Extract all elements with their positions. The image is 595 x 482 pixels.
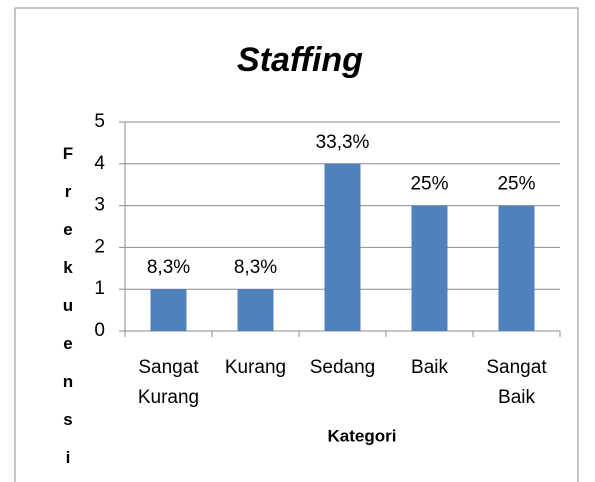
y-tick-label: 2 — [94, 236, 105, 257]
data-label: 8,3% — [234, 257, 277, 278]
y-tick-label: 4 — [94, 153, 105, 174]
bar — [498, 205, 535, 331]
x-tick-label: Kurang — [225, 357, 286, 378]
y-tick-label: 0 — [94, 320, 105, 341]
bar — [324, 163, 361, 331]
chart-frame — [14, 7, 579, 482]
x-axis-label: Kategori — [328, 426, 397, 445]
y-tick-label: 3 — [94, 195, 105, 216]
y-tick-label: 5 — [94, 111, 105, 132]
data-label: 8,3% — [147, 257, 190, 278]
data-label: 25% — [497, 174, 535, 195]
bar — [237, 289, 274, 331]
data-label: 33,3% — [316, 132, 370, 153]
bar — [150, 289, 187, 331]
x-tick-label: Baik — [411, 357, 448, 378]
y-tick-label: 1 — [94, 278, 105, 299]
x-tick-label: Sangat Baik — [486, 357, 547, 408]
x-tick-label: Sangat Kurang — [138, 357, 199, 408]
chart-title: Staffing — [237, 41, 363, 79]
bar — [411, 205, 448, 331]
x-tick-label: Sedang — [310, 357, 376, 378]
data-label: 25% — [410, 174, 448, 195]
